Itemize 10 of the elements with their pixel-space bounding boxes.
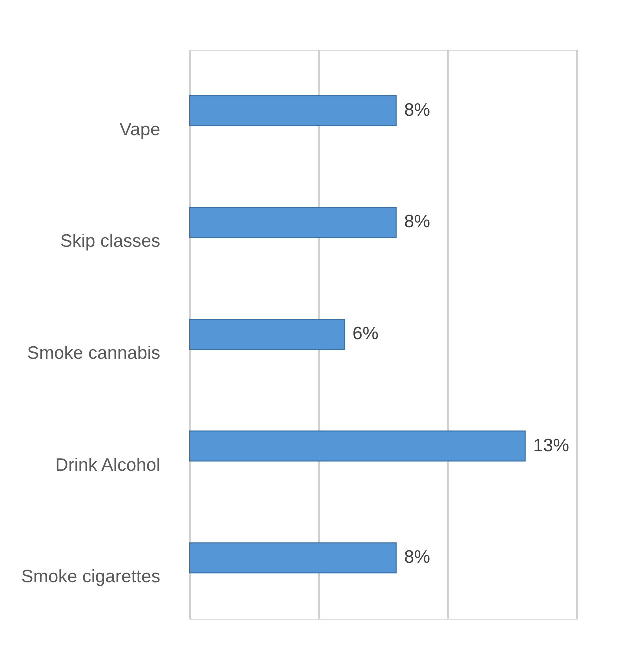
data-label: 13% [533,435,570,456]
data-label: 6% [352,324,379,344]
y-tick-label: Smoke cigarettes [21,566,160,587]
data-label: 8% [404,100,430,120]
y-tick-label: Skip classes [60,231,160,252]
data-label: 8% [404,547,430,568]
y-tick-label: Drink Alcohol [55,454,160,475]
data-label: 8% [404,212,430,232]
y-tick-label: Vape [120,119,160,140]
y-tick-label: Smoke cannabis [27,343,160,363]
